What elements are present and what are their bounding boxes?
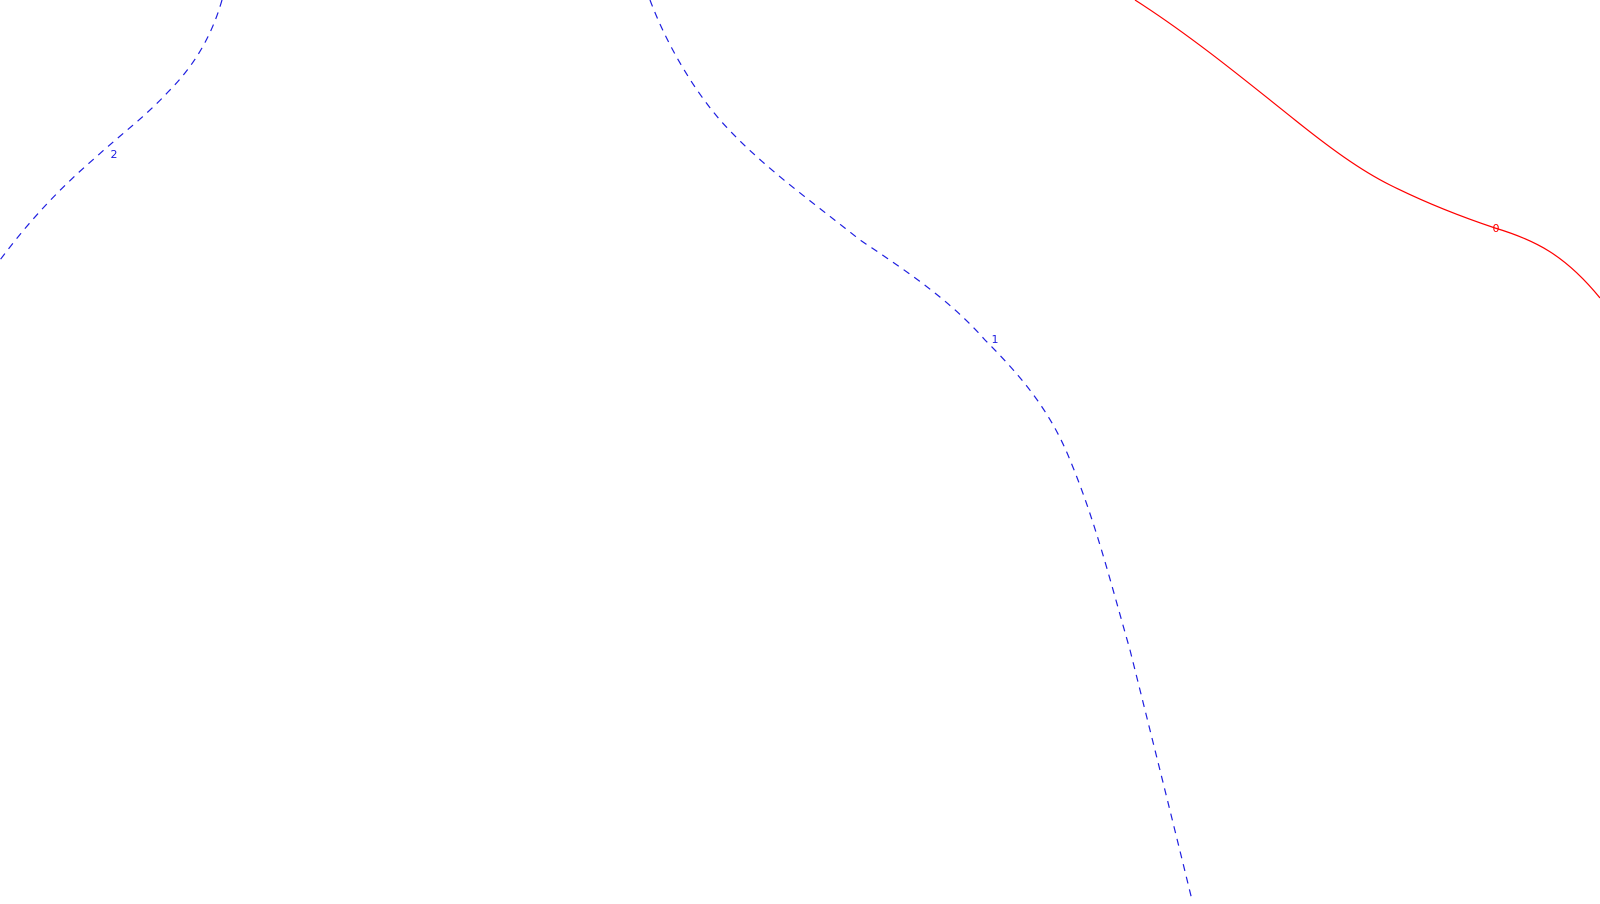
contour-label-level-1: 1: [992, 333, 999, 346]
contour-line-level-1: [649, 0, 1193, 901]
contour-line-level-2: [0, 0, 223, 261]
contour-line-level-0: [1134, 0, 1600, 299]
contour-label-level-2: 2: [111, 148, 118, 161]
contour-label-level-0: 0: [1493, 222, 1500, 235]
